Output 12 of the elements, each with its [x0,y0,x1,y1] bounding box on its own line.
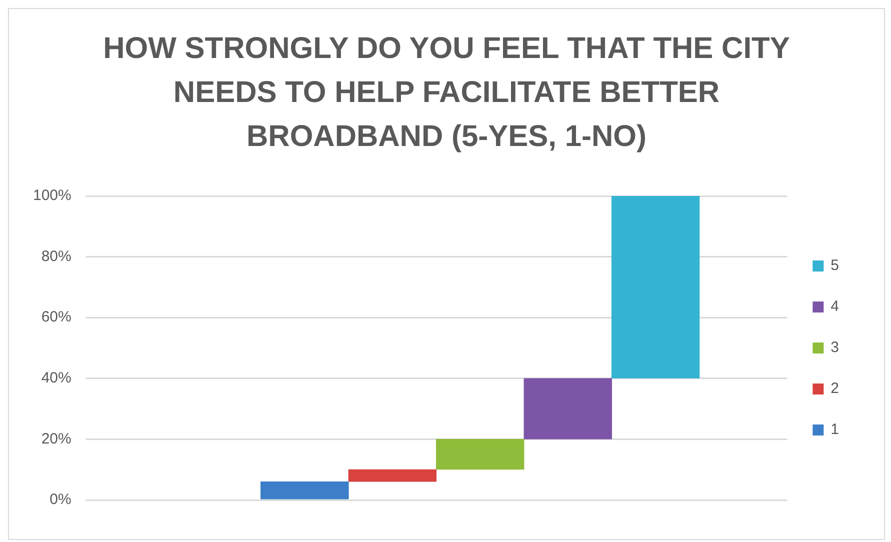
y-tick-label: 60% [41,308,72,326]
y-tick-label: 80% [41,248,72,265]
y-tick-label: 100% [32,187,72,204]
y-tick-label: 0% [50,491,72,508]
y-tick-label: 40% [41,370,72,387]
y-tick-label: 20% [41,430,72,448]
legend-label: 1 [830,421,839,438]
legend-label: 3 [830,339,839,356]
chart-title: HOW STRONGLY DO YOU FEEL THAT THE CITY NEEDS TO HELP FACILITATE BETTER BROADBAND (5-YES, 1-NO) [102,31,791,155]
legend-label: 2 [830,380,839,398]
legend-label: 5 [830,257,839,274]
legend-label: 4 [830,298,839,316]
